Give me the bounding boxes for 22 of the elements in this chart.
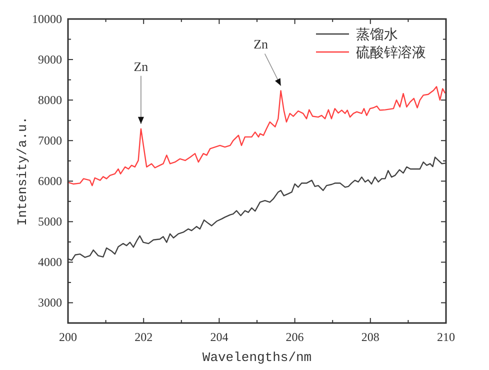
y-tick-label: 5000 [38,214,62,229]
x-tick-label: 210 [437,330,455,344]
y-tick-label: 4000 [38,255,62,270]
y-tick-label: 6000 [38,174,62,188]
line-series [67,86,446,186]
y-axis-title: Intensity/a.u. [15,116,30,226]
y-tick-label: 9000 [38,52,62,67]
annotation: Zn [134,58,149,74]
x-tick-label: 208 [361,330,380,344]
x-tick-label: 202 [134,330,153,344]
x-tick-label: 204 [210,330,228,344]
y-tick-label: 10000 [32,12,62,26]
y-tick-label: 7000 [38,134,62,148]
line-series [67,156,446,261]
x-tick-label: 200 [59,330,77,344]
y-tick-label: 3000 [38,296,62,310]
legend-label: 硫酸锌溶液 [356,45,426,61]
x-tick-label: 206 [286,330,304,344]
x-axis-title: Wavelengths/nm [202,350,312,365]
legend-label: 蒸馏水 [356,27,398,43]
y-tick-label: 8000 [38,93,62,108]
annotation: Zn [254,36,269,52]
